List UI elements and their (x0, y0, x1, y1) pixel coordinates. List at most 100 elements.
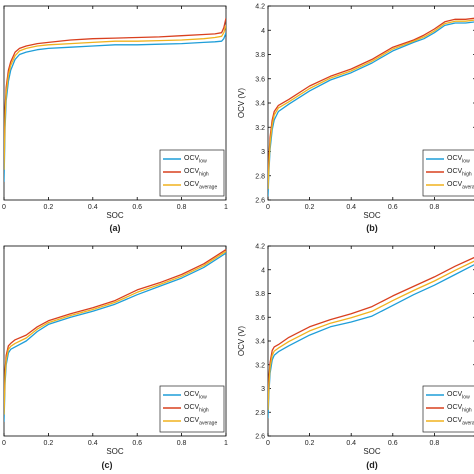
legend-label-average: OCVaverage (447, 417, 474, 427)
y-tick-label: 3 (261, 149, 265, 156)
legend-label-subscript: low (462, 395, 470, 401)
legend-box (159, 149, 225, 197)
series-line-high (4, 17, 226, 158)
series-line-average (4, 250, 226, 415)
legend-label-average: OCVaverage (184, 417, 217, 427)
x-tick-label: 0.4 (88, 204, 98, 211)
legend-label-average: OCVaverage (447, 181, 474, 191)
legend-label-main: OCV (184, 155, 200, 162)
x-tick-label: 0 (266, 440, 270, 447)
legend-label-average: OCVaverage (184, 181, 217, 191)
y-tick-label: 3.2 (255, 362, 265, 369)
legend-label-main: OCV (447, 417, 463, 424)
y-tick-label: 4 (261, 267, 265, 274)
x-tick-label: 0.2 (44, 204, 54, 211)
legend-label-subscript: average (199, 185, 217, 191)
legend-label-main: OCV (447, 181, 463, 188)
x-axis-label: SOC (363, 447, 381, 456)
legend-label-main: OCV (447, 168, 463, 175)
y-tick-label: 3.8 (255, 291, 265, 298)
x-tick-label: 1 (224, 204, 228, 211)
legend-label-subscript: average (462, 185, 474, 191)
legend-label-low: OCVlow (184, 155, 207, 165)
panel-label: (b) (366, 223, 378, 233)
series-line-low (268, 264, 474, 419)
legend-label-low: OCVlow (447, 391, 470, 401)
legend-box (422, 385, 474, 433)
y-tick-label: 3.8 (255, 52, 265, 59)
x-tick-label: 0.2 (44, 440, 54, 447)
x-axis-label: SOC (106, 211, 124, 220)
x-tick-label: 0 (266, 204, 270, 211)
panel-label: (d) (366, 460, 378, 470)
series-group (4, 17, 226, 182)
legend-label-subscript: average (199, 421, 217, 427)
x-tick-label: 0.8 (177, 440, 187, 447)
legend-label-high: OCVhigh (184, 404, 209, 414)
x-tick-label: 0.6 (388, 204, 398, 211)
y-axis-label: OCV (V) (237, 326, 246, 357)
series-line-average (268, 260, 474, 410)
legend-label-main: OCV (184, 181, 200, 188)
y-tick-label: 2.6 (255, 198, 265, 205)
y-tick-label: 3.6 (255, 76, 265, 83)
legend-label-subscript: high (199, 172, 209, 178)
y-tick-label: 3.4 (255, 339, 265, 346)
y-tick-label: 4 (261, 28, 265, 35)
legend-label-main: OCV (184, 391, 200, 398)
legend-label-high: OCVhigh (184, 168, 209, 178)
legend-label-subscript: low (462, 159, 470, 165)
panel-label: (c) (102, 460, 113, 470)
y-tick-label: 3.2 (255, 125, 265, 132)
legend-box (159, 385, 225, 433)
x-tick-label: 0 (2, 440, 6, 447)
x-tick-label: 0.4 (346, 440, 356, 447)
series-line-low (4, 252, 226, 422)
x-tick-label: 0.8 (177, 204, 187, 211)
x-tick-label: 0.8 (430, 204, 440, 211)
chart-panel-d: 00.20.40.60.812.62.833.23.43.63.844.2SOC… (237, 244, 474, 470)
legend-label-subscript: high (199, 408, 209, 414)
x-tick-label: 0.6 (132, 440, 142, 447)
series-line-average (268, 19, 474, 190)
legend-label-main: OCV (447, 391, 463, 398)
series-line-high (268, 17, 474, 182)
legend-label-subscript: average (462, 421, 474, 427)
chart-panel-c: 0 0.2 0.4 0.6 0.8 1SOCOCVlowOCVhighOCVaverage… (2, 245, 228, 470)
x-tick-label: 0.6 (132, 204, 142, 211)
y-tick-label: 2.6 (255, 434, 265, 441)
y-tick-label: 3.4 (255, 101, 265, 108)
legend-label-main: OCV (447, 155, 463, 162)
legend-box (422, 149, 474, 197)
y-tick-label: 4.2 (255, 4, 265, 11)
y-tick-label: 3.6 (255, 315, 265, 322)
legend-label-main: OCV (447, 404, 463, 411)
chart-panel-a: 0 0.2 0.4 0.6 0.8 1SOCOCVlowOCVhighOCVaverage… (2, 5, 228, 233)
x-tick-label: 0.4 (88, 440, 98, 447)
legend-label-main: OCV (184, 404, 200, 411)
series-line-low (4, 32, 226, 182)
legend-label-high: OCVhigh (447, 168, 472, 178)
panel-label: (a) (110, 223, 121, 233)
y-tick-label: 2.8 (255, 410, 265, 417)
y-tick-label: 4.2 (255, 244, 265, 251)
legend-label-subscript: low (199, 395, 207, 401)
x-tick-label: 0.6 (388, 440, 398, 447)
x-tick-label: 0.8 (430, 440, 440, 447)
series-group (268, 17, 474, 197)
y-tick-label: 3 (261, 386, 265, 393)
legend-label-low: OCVlow (447, 155, 470, 165)
x-tick-label: 0.2 (305, 204, 315, 211)
x-tick-label: 1 (224, 440, 228, 447)
x-tick-label: 0.4 (346, 204, 356, 211)
x-axis-label: SOC (363, 211, 381, 220)
legend-label-main: OCV (184, 168, 200, 175)
legend-label-subscript: low (199, 159, 207, 165)
chart-panel-b: 00.20.40.60.812.62.833.23.43.63.844.2SOC… (237, 4, 474, 233)
legend-label-high: OCVhigh (447, 404, 472, 414)
